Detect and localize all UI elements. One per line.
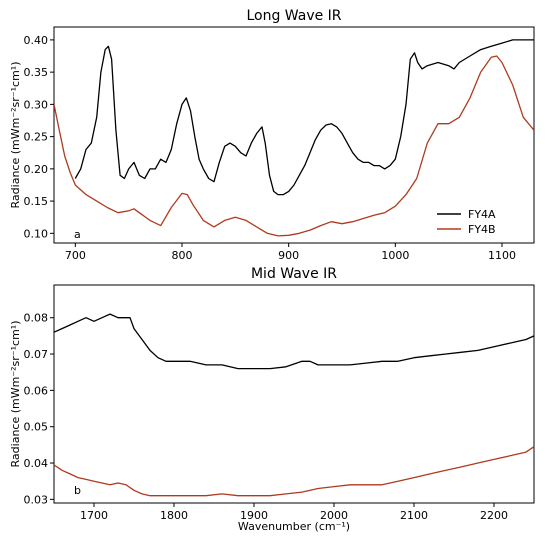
x-tick-label: 700 (65, 249, 86, 262)
y-tick-label: 0.08 (24, 312, 49, 325)
plot-frame (53, 284, 535, 504)
panel-label: a (74, 228, 81, 241)
series-line-fy4a (74, 39, 534, 196)
series-line-fy4b (54, 446, 534, 497)
y-tick-label: 0.10 (24, 227, 49, 240)
y-tick-label: 0.03 (24, 493, 49, 506)
series-line-fy4b (54, 55, 534, 237)
x-tick-label: 2000 (320, 509, 348, 522)
x-tick-label: 1000 (381, 249, 409, 262)
legend-label-fy4a: FY4A (468, 208, 496, 221)
y-tick-label: 0.07 (24, 348, 49, 361)
y-tick-label: 0.30 (24, 98, 49, 111)
mid-wave-ir-panel: Mid Wave IR Radiance (mWm⁻²sr⁻¹cm¹) Wave… (9, 266, 535, 533)
y-tick-label: 0.35 (24, 66, 49, 79)
x-tick-label: 1800 (160, 509, 188, 522)
y-tick-label: 0.05 (24, 421, 49, 434)
chart-title: Long Wave IR (246, 8, 341, 24)
x-tick-label: 800 (172, 249, 193, 262)
legend: FY4A FY4B (437, 208, 496, 236)
series-line-fy4a (54, 313, 534, 370)
x-tick-label: 1700 (80, 509, 108, 522)
legend-label-fy4b: FY4B (468, 223, 496, 236)
y-tick-label: 0.25 (24, 131, 49, 144)
y-tick-label: 0.20 (24, 163, 49, 176)
plot-frame (53, 26, 535, 244)
x-tick-label: 2100 (400, 509, 428, 522)
y-tick-label: 0.40 (24, 34, 49, 47)
long-wave-ir-panel: Long Wave IR Radiance (mWm⁻²sr⁻¹cm¹) a 7… (9, 8, 535, 262)
y-tick-label: 0.04 (24, 457, 49, 470)
y-axis-label: Radiance (mWm⁻²sr⁻¹cm¹) (9, 62, 22, 209)
x-axis-label: Wavenumber (cm⁻¹) (238, 520, 350, 533)
panel-label: b (74, 484, 81, 497)
y-tick-label: 0.06 (24, 384, 49, 397)
x-tick-label: 1900 (240, 509, 268, 522)
x-tick-label: 1100 (488, 249, 516, 262)
y-axis-label: Radiance (mWm⁻²sr⁻¹cm¹) (9, 321, 22, 468)
y-tick-label: 0.15 (24, 195, 49, 208)
x-tick-label: 900 (278, 249, 299, 262)
x-tick-label: 2200 (480, 509, 508, 522)
chart-title: Mid Wave IR (251, 266, 337, 282)
